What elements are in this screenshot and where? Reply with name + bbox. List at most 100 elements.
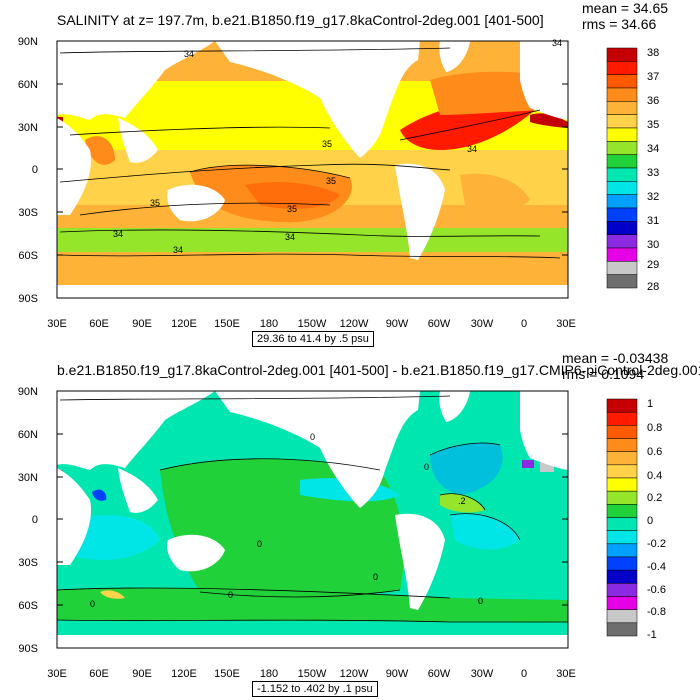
p2-land-eurasia — [57, 391, 215, 470]
lon-label: 30E — [556, 318, 576, 330]
colorbar-swatch — [606, 221, 638, 235]
p2-contour-labels: 0 0 0 0 0 .2 0 0 — [90, 432, 483, 609]
p2-med-purple — [522, 460, 534, 468]
p1-ticks — [57, 40, 568, 299]
colorbar-label: 33 — [647, 167, 659, 179]
lat-label: 0 — [32, 164, 38, 176]
colorbar-label: 36 — [647, 95, 659, 107]
lat-label: 90N — [18, 36, 38, 48]
contour-label: 35 — [322, 139, 332, 149]
colorbar-label: 0.4 — [647, 470, 662, 482]
p1-colorbar — [606, 47, 638, 289]
lon-label: 60E — [89, 318, 109, 330]
colorbar-swatch — [606, 234, 638, 249]
lon-label: 0 — [521, 668, 527, 680]
colorbar-swatch — [606, 411, 638, 426]
p1-med-outflow — [530, 113, 568, 128]
colorbar-swatch — [606, 114, 638, 129]
colorbar-label: 0.2 — [647, 492, 662, 504]
colorbar-swatch — [606, 477, 638, 492]
lon-label: 180 — [260, 318, 278, 330]
colorbar-label: 0.8 — [647, 422, 662, 434]
colorbar-label: 34 — [647, 143, 659, 155]
contour-label: 0 — [373, 572, 378, 582]
contour-label: 34 — [173, 245, 183, 255]
contour-label: 34 — [113, 229, 123, 239]
colorbar-swatch — [606, 464, 638, 479]
p2-land-greenland — [439, 391, 470, 422]
colorbar-label: 0.6 — [647, 446, 662, 458]
p2-ticks — [57, 390, 568, 649]
contour-label: 0 — [310, 432, 315, 442]
p1-contour-labels: 34 34 35 35 35 35 34 34 34 34 — [113, 38, 562, 255]
contour-label: 0 — [257, 539, 262, 549]
p1-lon-axis: 30E 60E 90E 120E 150E 180 150W 120W 90W … — [47, 318, 576, 330]
p2-land-south-america — [395, 513, 445, 610]
lat-label: 90S — [18, 643, 38, 655]
colorbar-swatch — [606, 517, 638, 531]
p2-arabian-blue — [92, 489, 107, 501]
p2-colorbar — [606, 398, 638, 637]
colorbar-swatch — [606, 261, 638, 275]
p1-land-australia — [167, 184, 225, 222]
lon-label: 0 — [521, 318, 527, 330]
p1-land — [57, 41, 568, 298]
lat-label: 30N — [18, 472, 38, 484]
contour-label: 34 — [184, 49, 194, 59]
lon-label: 90W — [386, 668, 409, 680]
contour-label: 0 — [478, 596, 483, 606]
colorbar-swatch — [606, 543, 638, 558]
colorbar-swatch — [606, 194, 638, 209]
lon-label: 90E — [132, 318, 152, 330]
lon-label: 60W — [428, 668, 451, 680]
p1-land-north-america — [215, 41, 420, 158]
p1-land-antarctica — [57, 285, 568, 298]
colorbar-swatch — [606, 61, 638, 75]
colorbar-swatch — [606, 530, 638, 545]
lon-label: 150E — [214, 318, 240, 330]
p2-gulf-stream — [440, 493, 485, 513]
p2-land-australia — [167, 534, 225, 572]
lon-label: 60W — [428, 318, 451, 330]
panel1-map: 34 34 35 35 35 35 34 34 34 34 90N 60N 30… — [18, 36, 659, 330]
contour-label: 0 — [228, 590, 233, 600]
colorbar-label: 37 — [647, 71, 659, 83]
p2-colorbar-labels: 1 0.8 0.6 0.4 0.2 0 -0.2 -0.4 -0.6 -0.8 … — [647, 398, 666, 641]
colorbar-label: 32 — [647, 191, 659, 203]
lat-label: 30S — [18, 557, 38, 569]
lon-label: 120E — [171, 668, 197, 680]
lon-label: 150W — [298, 668, 327, 680]
contour-label: 34 — [467, 144, 477, 154]
lon-label: 150W — [298, 318, 327, 330]
panel2-rms: rms = 0.1094 — [562, 366, 645, 382]
panel1-range-label: 29.36 to 41.4 by .5 psu — [252, 331, 374, 347]
colorbar-label: 1 — [647, 398, 653, 410]
colorbar-label: 0 — [647, 515, 653, 527]
colorbar-label: -0.2 — [647, 538, 666, 550]
panel2-map: 0 0 0 0 0 .2 0 0 90N 60N 30N 0 30S 60S 9… — [18, 386, 666, 680]
p2-contours — [57, 395, 568, 623]
colorbar-swatch — [606, 425, 638, 439]
lon-label: 120W — [340, 668, 369, 680]
colorbar-swatch — [606, 596, 638, 610]
lon-label: 30E — [47, 668, 67, 680]
p2-med-gray — [540, 462, 554, 472]
lat-label: 30S — [18, 207, 38, 219]
colorbar-swatch — [606, 569, 638, 584]
contour-label: 0 — [90, 599, 95, 609]
colorbar-swatch — [606, 141, 638, 155]
p1-land-greenland — [439, 41, 470, 72]
p1-arabian-sea — [85, 136, 115, 165]
p2-land-antarctica — [57, 635, 568, 648]
colorbar-swatch — [606, 154, 638, 169]
colorbar-swatch — [606, 556, 638, 571]
lat-label: 30N — [18, 122, 38, 134]
colorbar-swatch — [606, 622, 638, 637]
p2-land-africa-europe — [520, 391, 568, 470]
p2-land-indochina — [118, 468, 158, 513]
panel2-title: b.e21.B1850.f19_g17.8kaControl-2deg.001 … — [57, 362, 700, 378]
colorbar-swatch — [606, 74, 638, 89]
lon-label: 120E — [171, 318, 197, 330]
lon-label: 90W — [386, 318, 409, 330]
lon-label: 30W — [471, 318, 494, 330]
